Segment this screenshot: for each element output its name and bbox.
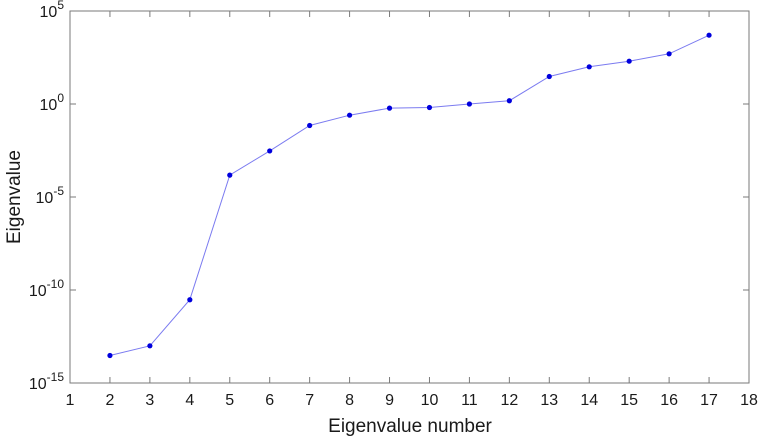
x-tick-label: 11 <box>461 392 478 409</box>
data-point <box>666 51 672 57</box>
x-tick-label: 14 <box>580 392 598 409</box>
y-tick-label: 10-10 <box>29 277 64 300</box>
y-tick-label-exponent: -5 <box>53 184 64 198</box>
y-tick-label-exponent: -15 <box>47 370 65 384</box>
x-tick-label: 5 <box>225 392 234 409</box>
x-tick-label: 7 <box>305 392 314 409</box>
data-point <box>426 104 433 111</box>
x-tick-label: 9 <box>385 392 394 409</box>
x-axis-title: Eigenvalue number <box>328 416 492 437</box>
x-tick-label: 18 <box>740 392 758 409</box>
x-tick-label: 17 <box>700 392 718 409</box>
data-point <box>147 343 153 349</box>
y-tick-label-base: 10 <box>36 190 54 207</box>
data-point <box>386 105 393 111</box>
data-point <box>546 73 552 80</box>
data-point <box>706 32 712 38</box>
x-tick-label: 3 <box>145 392 154 409</box>
x-tick-label: 1 <box>66 392 75 409</box>
y-tick-label: 10-15 <box>29 370 64 393</box>
y-tick-label-base: 10 <box>40 97 58 114</box>
series-line <box>109 34 710 356</box>
data-point <box>346 112 353 118</box>
x-tick-label: 8 <box>345 392 354 409</box>
x-tick-label: 13 <box>540 392 558 409</box>
series-layer <box>107 32 712 359</box>
y-tick-label-exponent: -10 <box>47 277 65 291</box>
x-tick-label: 10 <box>421 392 439 409</box>
y-tick-label-exponent: 5 <box>57 0 64 12</box>
plot-frame <box>69 10 750 384</box>
data-point <box>227 172 233 178</box>
y-tick-label-base: 10 <box>29 376 47 393</box>
y-tick-label: 100 <box>40 91 65 114</box>
data-point <box>506 98 512 104</box>
data-point <box>466 101 473 107</box>
x-tick-label: 4 <box>185 392 194 409</box>
y-tick-label-base: 10 <box>29 283 47 300</box>
y-axis-title: Eigenvalue <box>4 150 25 244</box>
y-tick-label-exponent: 0 <box>57 91 64 105</box>
data-point <box>307 122 313 129</box>
x-tick-label: 2 <box>105 392 114 409</box>
data-point <box>586 64 592 70</box>
data-point <box>267 148 273 154</box>
x-tick-label: 15 <box>620 392 638 409</box>
x-tick-label: 16 <box>660 392 678 409</box>
x-axis-ticks: 1 2 3 4 5 6 7 8 9 10 11 12 13 14 15 16 17 18 <box>66 11 758 409</box>
y-tick-label-base: 10 <box>40 4 58 21</box>
x-tick-label: 6 <box>265 392 274 409</box>
data-point <box>187 297 193 303</box>
data-point <box>626 58 632 64</box>
x-tick-label: 12 <box>500 392 518 409</box>
y-tick-label: 105 <box>40 0 65 21</box>
data-point <box>107 352 113 359</box>
y-tick-label: 10-5 <box>36 184 65 207</box>
